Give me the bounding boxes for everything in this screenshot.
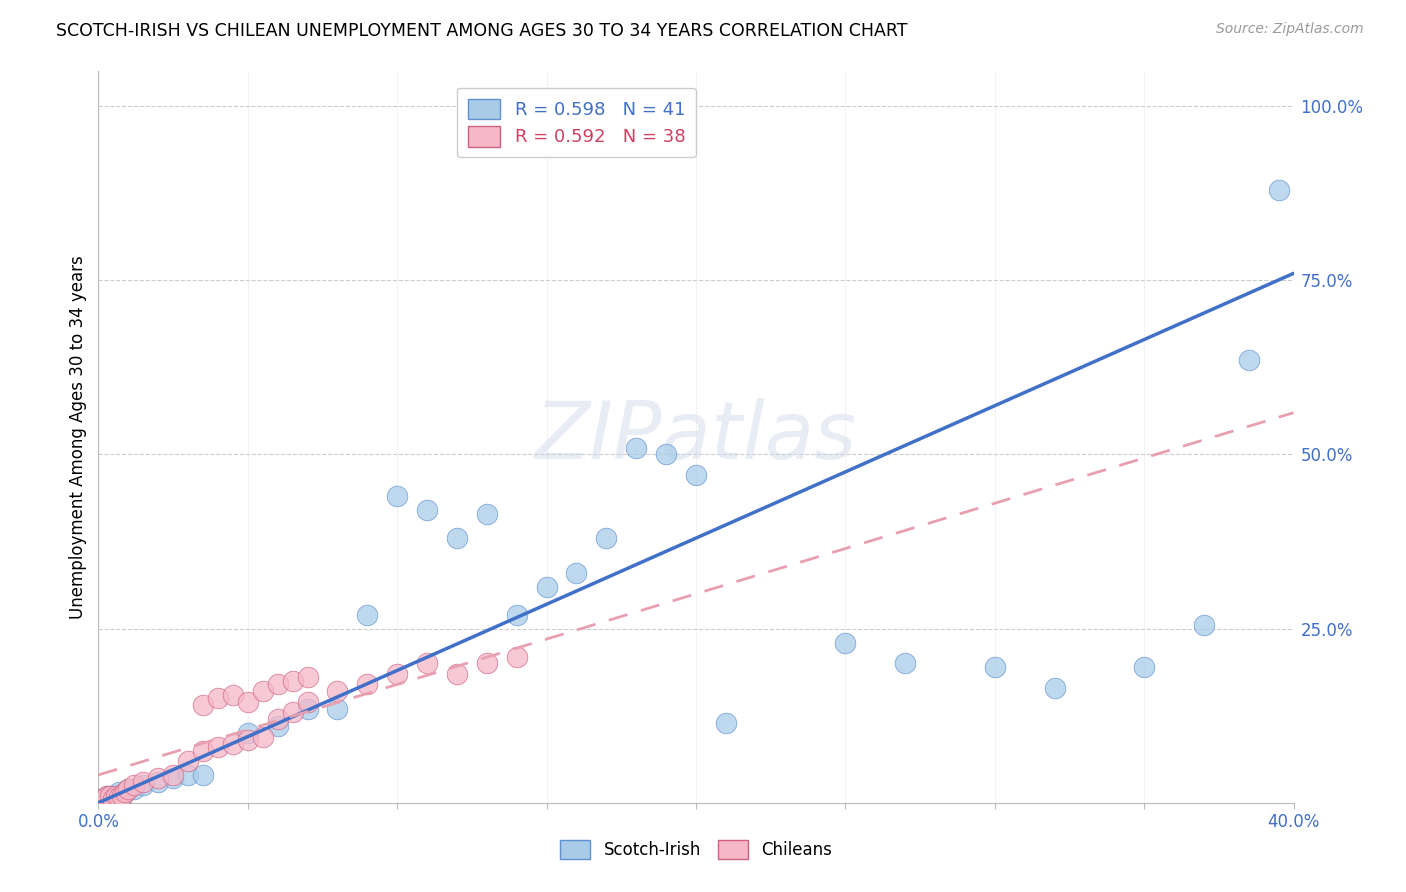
Point	[267, 712, 290, 726]
Point	[90, 792, 112, 806]
Point	[416, 503, 439, 517]
Point	[297, 670, 319, 684]
Point	[385, 489, 409, 503]
Point	[984, 660, 1007, 674]
Point	[90, 792, 112, 806]
Point	[297, 695, 319, 709]
Point	[252, 684, 274, 698]
Point	[714, 715, 737, 730]
Point	[96, 789, 118, 803]
Point	[236, 695, 259, 709]
Text: Source: ZipAtlas.com: Source: ZipAtlas.com	[1216, 22, 1364, 37]
Point	[356, 677, 378, 691]
Point	[297, 702, 319, 716]
Point	[1043, 681, 1066, 695]
Point	[475, 657, 498, 671]
Point	[281, 705, 304, 719]
Point	[207, 691, 229, 706]
Y-axis label: Unemployment Among Ages 30 to 34 years: Unemployment Among Ages 30 to 34 years	[69, 255, 87, 619]
Point	[385, 667, 409, 681]
Point	[894, 657, 917, 671]
Point	[1267, 183, 1289, 197]
Point	[98, 789, 122, 803]
Point	[236, 733, 259, 747]
Point	[1133, 660, 1156, 674]
Point	[1192, 618, 1215, 632]
Point	[222, 737, 245, 751]
Point	[105, 789, 128, 803]
Point	[103, 789, 125, 803]
Point	[326, 702, 349, 716]
Point	[191, 768, 214, 782]
Point	[93, 792, 115, 806]
Point	[626, 441, 648, 455]
Point	[124, 781, 146, 796]
Point	[267, 719, 290, 733]
Point	[114, 785, 136, 799]
Point	[162, 768, 184, 782]
Point	[191, 743, 214, 757]
Point	[111, 789, 134, 803]
Point	[685, 468, 707, 483]
Point	[105, 789, 128, 803]
Point	[446, 531, 468, 545]
Point	[111, 789, 134, 803]
Point	[1237, 353, 1260, 368]
Point	[207, 740, 229, 755]
Point	[506, 649, 529, 664]
Point	[117, 781, 139, 796]
Point	[416, 657, 439, 671]
Point	[252, 730, 274, 744]
Point	[93, 792, 115, 806]
Point	[162, 772, 184, 786]
Point	[177, 768, 200, 782]
Point	[148, 772, 170, 786]
Point	[267, 677, 290, 691]
Point	[108, 790, 131, 805]
Point	[506, 607, 529, 622]
Point	[356, 607, 378, 622]
Point	[536, 580, 558, 594]
Point	[132, 775, 155, 789]
Point	[114, 785, 136, 799]
Point	[475, 507, 498, 521]
Point	[132, 778, 155, 792]
Point	[222, 688, 245, 702]
Point	[103, 792, 125, 806]
Point	[117, 781, 139, 796]
Point	[236, 726, 259, 740]
Text: ZIPatlas: ZIPatlas	[534, 398, 858, 476]
Text: SCOTCH-IRISH VS CHILEAN UNEMPLOYMENT AMONG AGES 30 TO 34 YEARS CORRELATION CHART: SCOTCH-IRISH VS CHILEAN UNEMPLOYMENT AMO…	[56, 22, 908, 40]
Point	[124, 778, 146, 792]
Point	[834, 635, 856, 649]
Point	[148, 775, 170, 789]
Point	[191, 698, 214, 713]
Legend: Scotch-Irish, Chileans: Scotch-Irish, Chileans	[551, 831, 841, 868]
Point	[655, 448, 678, 462]
Point	[281, 673, 304, 688]
Point	[98, 789, 122, 803]
Point	[177, 754, 200, 768]
Point	[108, 785, 131, 799]
Point	[446, 667, 468, 681]
Point	[96, 789, 118, 803]
Point	[595, 531, 617, 545]
Point	[326, 684, 349, 698]
Point	[565, 566, 588, 580]
